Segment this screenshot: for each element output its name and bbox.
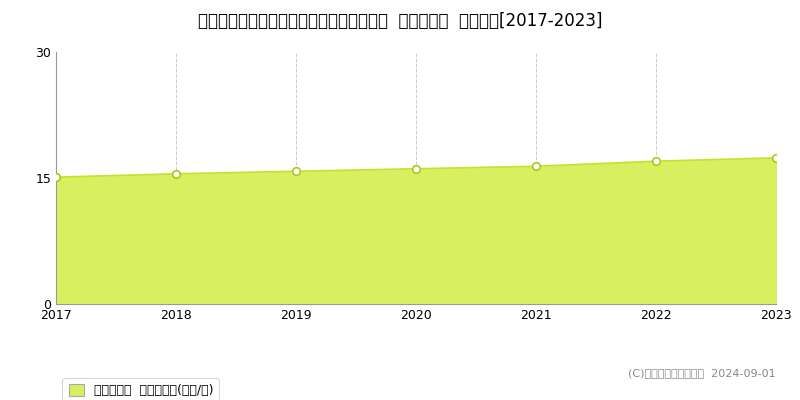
Legend: 基準地価格  平均坪単価(万円/坪): 基準地価格 平均坪単価(万円/坪) <box>62 378 219 400</box>
Text: 埼玉県比企郡川島町かわじま２丁目２２番  基準地価格  地価推移[2017-2023]: 埼玉県比企郡川島町かわじま２丁目２２番 基準地価格 地価推移[2017-2023… <box>198 12 602 30</box>
Point <box>770 155 782 161</box>
Point <box>170 170 182 177</box>
Text: (C)土地価格ドットコム  2024-09-01: (C)土地価格ドットコム 2024-09-01 <box>628 368 776 378</box>
Point <box>290 168 302 174</box>
Point <box>410 166 422 172</box>
Point <box>530 163 542 170</box>
Point <box>650 158 662 164</box>
Point <box>50 174 62 180</box>
